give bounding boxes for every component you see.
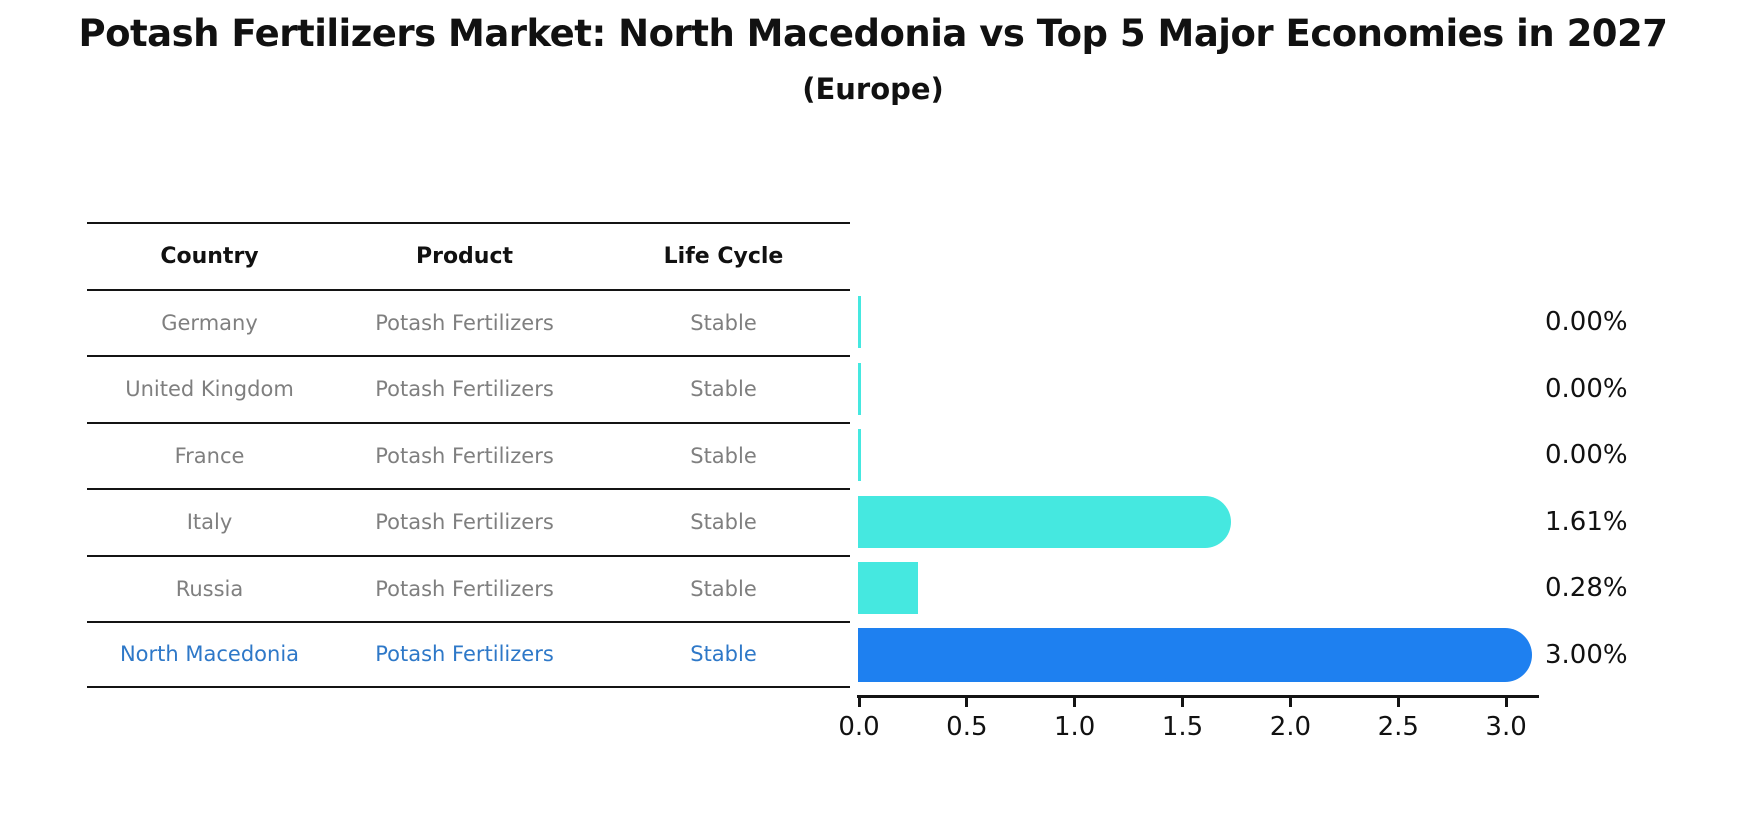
x-axis-tick-label: 0.5 <box>946 712 988 742</box>
x-axis-tick <box>1181 698 1185 707</box>
bar-russia <box>858 562 919 614</box>
life-cycle-cell: Stable <box>690 377 757 402</box>
life-cycle-cell: Stable <box>690 443 757 468</box>
country-cell: Germany <box>161 310 258 335</box>
x-axis-tick-label: 0.0 <box>838 712 880 742</box>
product-cell: Potash Fertilizers <box>375 642 554 667</box>
value-label: 0.28% <box>1545 573 1628 603</box>
bar-united-kingdom <box>858 362 861 415</box>
x-axis-tick <box>965 698 969 707</box>
column-header-country: Country <box>160 243 259 269</box>
value-label: 3.00% <box>1545 639 1628 670</box>
table-row-north-macedonia: North Macedonia Potash Fertilizers Stabl… <box>87 621 850 688</box>
table-header-row: Country Product Life Cycle <box>87 222 850 289</box>
x-axis-tick-label: 1.0 <box>1054 712 1096 742</box>
country-cell: United Kingdom <box>125 377 294 402</box>
x-axis-tick <box>1396 698 1400 707</box>
country-cell: Italy <box>186 510 233 535</box>
chart-title: Potash Fertilizers Market: North Macedon… <box>78 12 1668 55</box>
life-cycle-cell: Stable <box>690 310 757 335</box>
life-cycle-cell: Stable <box>690 642 757 667</box>
x-axis-tick-label: 3.0 <box>1485 712 1527 742</box>
bar-north-macedonia <box>858 627 1533 682</box>
product-cell: Potash Fertilizers <box>375 510 554 535</box>
bar-france <box>858 429 861 481</box>
life-cycle-cell: Stable <box>690 576 757 601</box>
x-axis-tick-label: 1.5 <box>1161 712 1204 742</box>
country-table: Country Product Life Cycle Germany Potas… <box>87 222 850 688</box>
product-cell: Potash Fertilizers <box>375 310 554 335</box>
column-header-life-cycle: Life Cycle <box>663 243 784 269</box>
chart-subtitle: (Europe) <box>802 72 944 106</box>
product-cell: Potash Fertilizers <box>375 576 554 601</box>
x-axis-tick <box>857 698 861 707</box>
bar-italy <box>858 495 1232 548</box>
country-cell: Russia <box>175 576 244 601</box>
x-axis-tick-label: 2.0 <box>1269 712 1312 742</box>
country-cell: North Macedonia <box>119 642 300 667</box>
product-cell: Potash Fertilizers <box>375 377 554 402</box>
table-row-russia: Russia Potash Fertilizers Stable <box>87 554 850 622</box>
table-row-italy: Italy Potash Fertilizers Stable <box>87 488 850 555</box>
value-label: 0.00% <box>1545 307 1628 337</box>
x-axis-tick <box>1288 698 1292 707</box>
country-cell: France <box>174 443 245 468</box>
life-cycle-cell: Stable <box>690 510 757 535</box>
value-label: 0.00% <box>1545 373 1628 404</box>
table-row-france: France Potash Fertilizers Stable <box>87 421 850 489</box>
value-label: 0.00% <box>1545 440 1628 470</box>
bar-germany <box>858 296 861 348</box>
product-cell: Potash Fertilizers <box>375 443 554 468</box>
value-label: 1.61% <box>1545 506 1628 537</box>
x-axis-line <box>857 695 1539 698</box>
table-row-germany: Germany Potash Fertilizers Stable <box>87 288 850 356</box>
x-axis-tick <box>1504 698 1508 707</box>
x-axis-tick-label: 2.5 <box>1377 712 1419 742</box>
column-header-product: Product <box>415 243 514 269</box>
x-axis-tick <box>1073 698 1077 707</box>
table-row-united-kingdom: United Kingdom Potash Fertilizers Stable <box>87 355 850 422</box>
